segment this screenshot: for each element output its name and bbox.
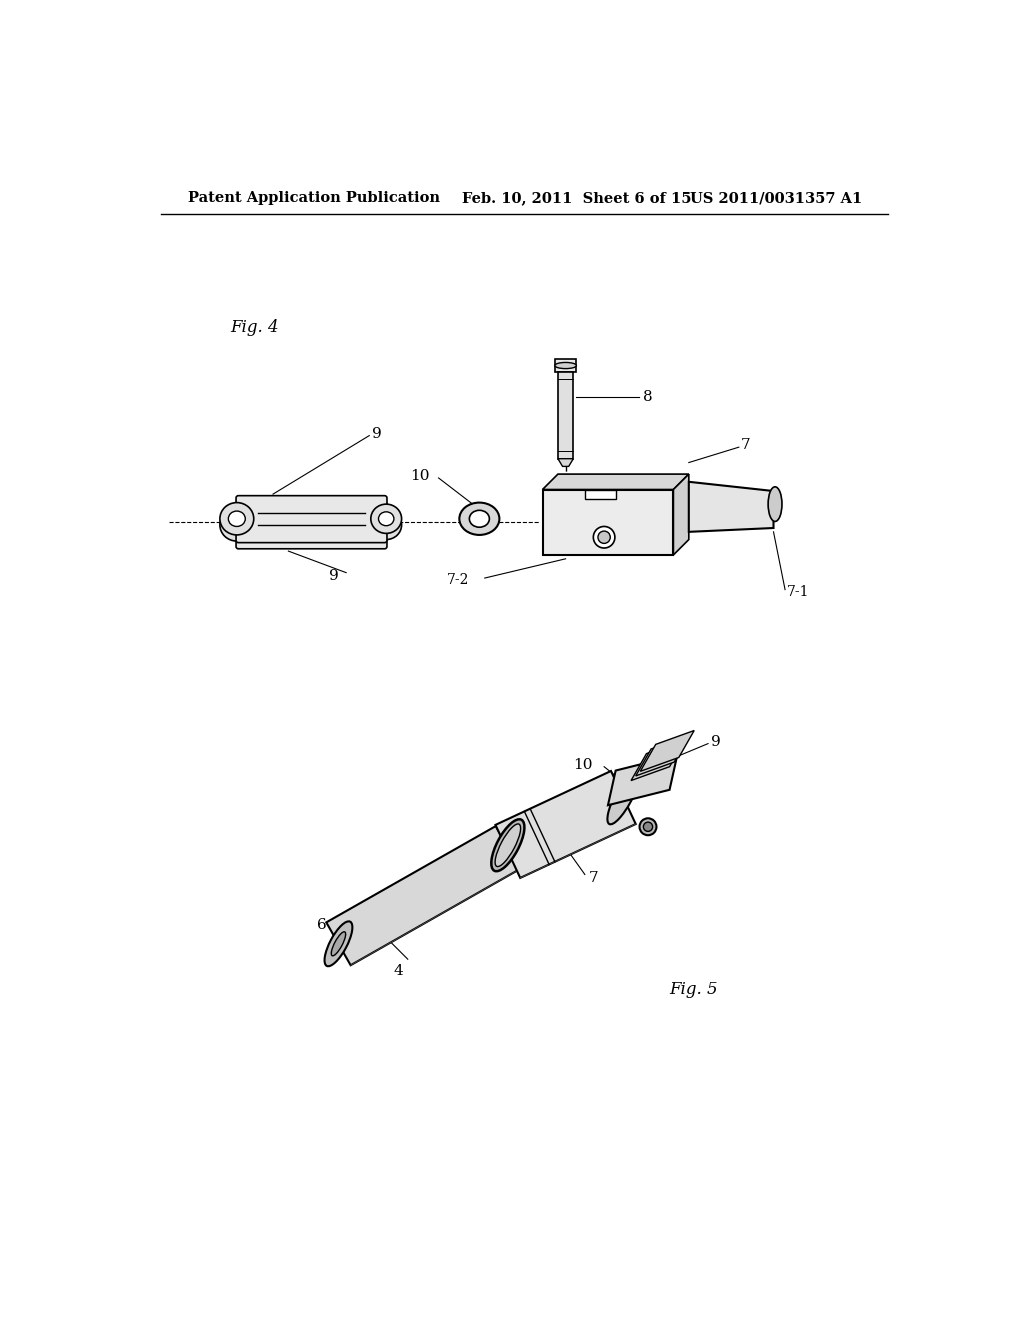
FancyBboxPatch shape xyxy=(543,490,674,554)
Text: 7: 7 xyxy=(740,438,750,451)
Ellipse shape xyxy=(593,527,614,548)
Ellipse shape xyxy=(325,921,352,966)
Ellipse shape xyxy=(768,487,782,521)
Text: Fig. 5: Fig. 5 xyxy=(670,982,718,998)
Ellipse shape xyxy=(371,504,401,533)
Polygon shape xyxy=(558,459,573,466)
Text: 10: 10 xyxy=(410,469,429,483)
Text: 7-2: 7-2 xyxy=(447,573,469,587)
Text: Patent Application Publication: Patent Application Publication xyxy=(188,191,440,206)
Text: 9: 9 xyxy=(711,735,721,748)
Polygon shape xyxy=(608,755,677,805)
Polygon shape xyxy=(631,739,685,780)
Ellipse shape xyxy=(379,512,394,525)
Polygon shape xyxy=(327,826,520,965)
Ellipse shape xyxy=(598,531,610,544)
Polygon shape xyxy=(543,474,689,490)
Text: 9: 9 xyxy=(372,428,381,441)
Text: 10: 10 xyxy=(573,758,593,772)
FancyBboxPatch shape xyxy=(237,502,387,549)
Text: 7: 7 xyxy=(589,871,598,886)
Ellipse shape xyxy=(228,517,246,533)
Ellipse shape xyxy=(643,822,652,832)
Polygon shape xyxy=(674,474,689,554)
FancyBboxPatch shape xyxy=(237,496,387,543)
Ellipse shape xyxy=(640,818,656,836)
Ellipse shape xyxy=(495,824,520,866)
Text: 8: 8 xyxy=(643,391,652,404)
Ellipse shape xyxy=(555,363,577,368)
Polygon shape xyxy=(640,730,694,771)
Text: Feb. 10, 2011  Sheet 6 of 15: Feb. 10, 2011 Sheet 6 of 15 xyxy=(462,191,691,206)
Ellipse shape xyxy=(379,517,394,532)
Ellipse shape xyxy=(332,932,346,956)
Ellipse shape xyxy=(371,511,401,540)
Ellipse shape xyxy=(220,508,254,541)
Bar xyxy=(585,490,615,499)
Text: US 2011/0031357 A1: US 2011/0031357 A1 xyxy=(690,191,862,206)
Polygon shape xyxy=(555,359,577,372)
Text: 6: 6 xyxy=(317,917,327,932)
Polygon shape xyxy=(636,735,689,776)
Polygon shape xyxy=(558,372,573,459)
Ellipse shape xyxy=(469,511,489,527)
Ellipse shape xyxy=(607,771,639,824)
Ellipse shape xyxy=(220,503,254,535)
Polygon shape xyxy=(496,771,636,878)
Text: 9: 9 xyxy=(329,569,339,582)
Text: Fig. 4: Fig. 4 xyxy=(230,319,280,337)
Ellipse shape xyxy=(460,503,500,535)
Polygon shape xyxy=(689,482,773,532)
Text: 4: 4 xyxy=(393,964,403,978)
Text: 7-1: 7-1 xyxy=(787,585,810,599)
Ellipse shape xyxy=(492,820,524,871)
Ellipse shape xyxy=(228,511,246,527)
